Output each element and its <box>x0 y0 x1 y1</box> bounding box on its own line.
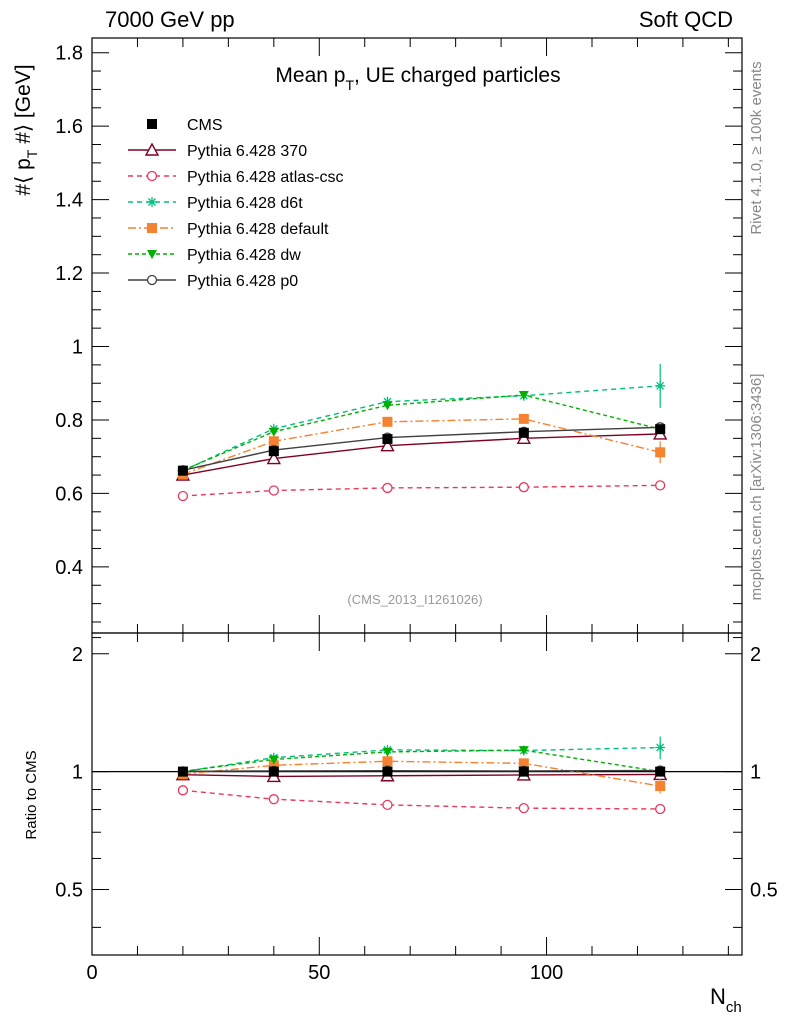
legend-marker-pythia-6-428-p0 <box>146 274 158 286</box>
data-point-cms <box>268 446 279 457</box>
data-point-pythia-6-428-d6t <box>655 380 666 391</box>
ratio-y-tick-label: 0.5 <box>55 879 83 901</box>
y-tick-label: 0.6 <box>55 483 83 505</box>
x-axis-label: Nch <box>710 984 742 1016</box>
series-line-pythia-6-428-dw <box>182 394 661 471</box>
ratio-point-pythia-6-428-atlas-csc <box>655 803 666 815</box>
x-tick-label: 100 <box>530 962 563 984</box>
ratio-point-cms <box>177 766 188 777</box>
legend: CMS Pythia 6.428 370 Pythia 6.428 atlas-cs… <box>128 117 344 290</box>
main-series-layer <box>175 363 668 502</box>
ratio-point-cms <box>382 766 393 777</box>
ratio-point-pythia-6-428-dw <box>268 755 279 765</box>
series-line-pythia-6-428-default <box>182 418 661 475</box>
ratio-point-pythia-6-428-default <box>382 756 393 767</box>
y-axis-label: #⟨ pT #⟩ [GeV] <box>12 64 40 195</box>
ratio-y-tick-label-right: 1 <box>750 762 761 784</box>
ratio-point-pythia-6-428-dw <box>382 747 393 757</box>
y-tick-label: 1.4 <box>55 190 83 212</box>
data-point-pythia-6-428-d6t-stroke <box>656 381 665 390</box>
data-point-pythia-6-428-370 <box>266 451 281 465</box>
legend-marker-pythia-6-428-d6t <box>147 197 157 207</box>
header-left: 7000 GeV pp <box>105 7 235 32</box>
legend-marker-pythia-6-428-default <box>147 223 157 233</box>
y-tick-label: 0.8 <box>55 410 83 432</box>
ratio-point-pythia-6-428-atlas-csc <box>268 794 279 805</box>
ratio-point-pythia-6-428-default <box>268 760 279 771</box>
y-tick-label: 1 <box>72 337 83 359</box>
ratio-y-tick-label-right: 2 <box>750 644 761 666</box>
legend-label-pythia-6-428-default: Pythia 6.428 default <box>187 221 329 238</box>
data-point-pythia-6-428-370 <box>380 438 395 452</box>
data-point-pythia-6-428-dw <box>268 427 279 437</box>
ratio-point-pythia-6-428-default <box>518 758 529 769</box>
ratio-point-pythia-6-428-d6t-stroke <box>656 743 665 752</box>
ratio-point-cms <box>268 766 279 777</box>
ratio-line-pythia-6-428-atlas-csc <box>182 789 661 810</box>
legend-label-pythia-6-428-370: Pythia 6.428 370 <box>187 143 307 160</box>
ratio-point-pythia-6-428-atlas-csc <box>382 799 393 811</box>
y-tick-label: 1.8 <box>55 43 83 65</box>
ratio-point-cms <box>655 766 666 777</box>
legend-marker-pythia-6-428-d6t-stroke <box>148 198 156 206</box>
ratio-point-pythia-6-428-default <box>655 781 666 792</box>
ratio-y-tick-label: 1 <box>72 762 83 784</box>
main-panel: 0.4 0.6 0.8 1 1.2 1.4 1.6 1.8 <box>55 37 743 634</box>
data-point-pythia-6-428-atlas-csc <box>382 482 393 494</box>
legend-marker-pythia-6-428-370 <box>144 142 160 156</box>
ratio-series-layer <box>175 736 668 815</box>
data-point-pythia-6-428-atlas-csc <box>518 482 529 493</box>
data-point-pythia-6-428-dw <box>382 401 393 411</box>
data-point-pythia-6-428-dw <box>518 391 529 400</box>
legend-marker-pythia-6-428-atlas-csc <box>146 170 158 182</box>
header-right: Soft QCD <box>639 7 733 32</box>
data-point-pythia-6-428-atlas-csc <box>177 490 189 502</box>
data-point-cms <box>518 427 529 438</box>
legend-marker-cms <box>147 119 157 129</box>
data-point-pythia-6-428-default <box>382 416 393 427</box>
legend-label-cms: CMS <box>187 117 223 134</box>
ratio-point-cms <box>518 766 529 777</box>
ratio-line-pythia-6-428-d6t <box>182 746 661 773</box>
ratio-panel: 0 50 100 0.5 1 2 0.5 1 2 <box>55 632 778 984</box>
mcplots-label: mcplots.cern.ch [arXiv:1306:3436] <box>748 374 765 601</box>
data-point-pythia-6-428-default <box>655 447 666 458</box>
legend-marker-pythia-6-428-dw <box>147 250 157 259</box>
analysis-watermark: (CMS_2013_I1261026) <box>347 592 482 607</box>
ratio-point-pythia-6-428-d6t <box>655 742 666 753</box>
legend-label-pythia-6-428-atlas-csc: Pythia 6.428 atlas-csc <box>187 169 344 186</box>
legend-label-pythia-6-428-dw: Pythia 6.428 dw <box>187 247 301 264</box>
data-point-pythia-6-428-atlas-csc <box>655 480 666 491</box>
y-tick-label: 0.4 <box>55 557 83 579</box>
ratio-line-pythia-6-428-p0 <box>182 769 661 773</box>
data-point-pythia-6-428-370 <box>516 430 531 445</box>
x-tick-label: 50 <box>308 962 330 984</box>
ratio-point-pythia-6-428-dw <box>518 746 529 756</box>
data-point-cms <box>177 465 188 476</box>
legend-label-pythia-6-428-p0: Pythia 6.428 p0 <box>187 273 298 290</box>
ratio-point-pythia-6-428-atlas-csc <box>177 785 189 796</box>
series-line-pythia-6-428-atlas-csc <box>182 484 661 497</box>
data-point-pythia-6-428-default <box>268 436 279 447</box>
data-point-cms <box>655 424 666 435</box>
series-line-pythia-6-428-d6t <box>182 385 661 472</box>
legend-label-pythia-6-428-d6t: Pythia 6.428 d6t <box>187 195 303 212</box>
data-point-cms <box>382 434 393 445</box>
ratio-y-tick-label-right: 0.5 <box>750 879 778 901</box>
ratio-frame <box>91 632 743 956</box>
y-tick-label: 1.2 <box>55 263 83 285</box>
data-point-pythia-6-428-atlas-csc <box>268 485 279 496</box>
ratio-point-pythia-6-428-atlas-csc <box>518 803 529 814</box>
ratio-line-pythia-6-428-default <box>182 760 661 787</box>
chart-title: Mean pT, UE charged particles <box>275 64 560 93</box>
x-tick-label: 0 <box>86 962 97 984</box>
data-point-pythia-6-428-default <box>518 413 529 424</box>
ratio-y-axis-label: Ratio to CMS <box>23 750 40 839</box>
rivet-label: Rivet 4.1.0, ≥ 100k events <box>748 61 765 234</box>
ratio-y-tick-label: 2 <box>72 644 83 666</box>
y-tick-label: 1.6 <box>55 116 83 138</box>
